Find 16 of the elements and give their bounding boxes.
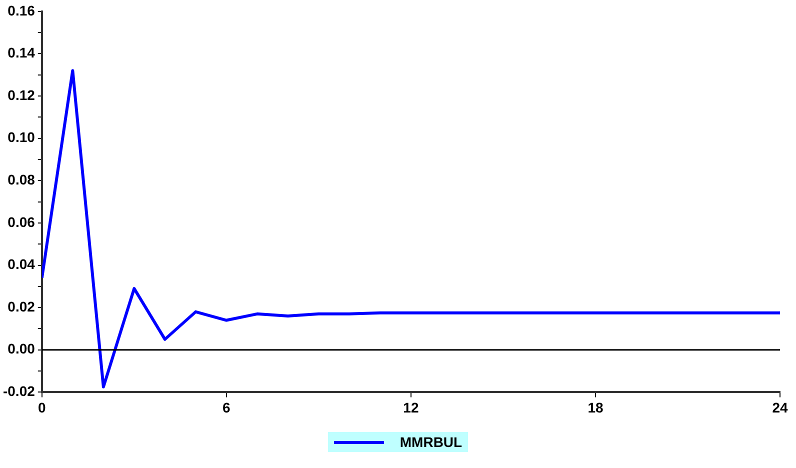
y-tick-label: 0.00 <box>8 340 36 357</box>
y-tick-label: -0.02 <box>2 383 36 400</box>
x-tick-label: 12 <box>403 399 419 416</box>
x-tick-label: 0 <box>38 399 46 416</box>
x-tick-label: 24 <box>772 399 788 416</box>
x-tick-label: 18 <box>588 399 604 416</box>
y-tick-label: 0.02 <box>8 298 36 314</box>
y-tick-label: 0.12 <box>8 86 36 103</box>
y-tick-label: 0.10 <box>8 129 36 146</box>
y-tick-label: 0.08 <box>8 172 36 188</box>
y-tick-label: 0.06 <box>8 214 36 230</box>
y-tick-label: 0.16 <box>8 2 36 18</box>
x-tick-label: 6 <box>222 399 231 416</box>
y-tick-label: 0.14 <box>8 44 36 61</box>
legend-label: MMRBUL <box>400 434 462 450</box>
y-tick-label: 0.04 <box>8 256 36 272</box>
